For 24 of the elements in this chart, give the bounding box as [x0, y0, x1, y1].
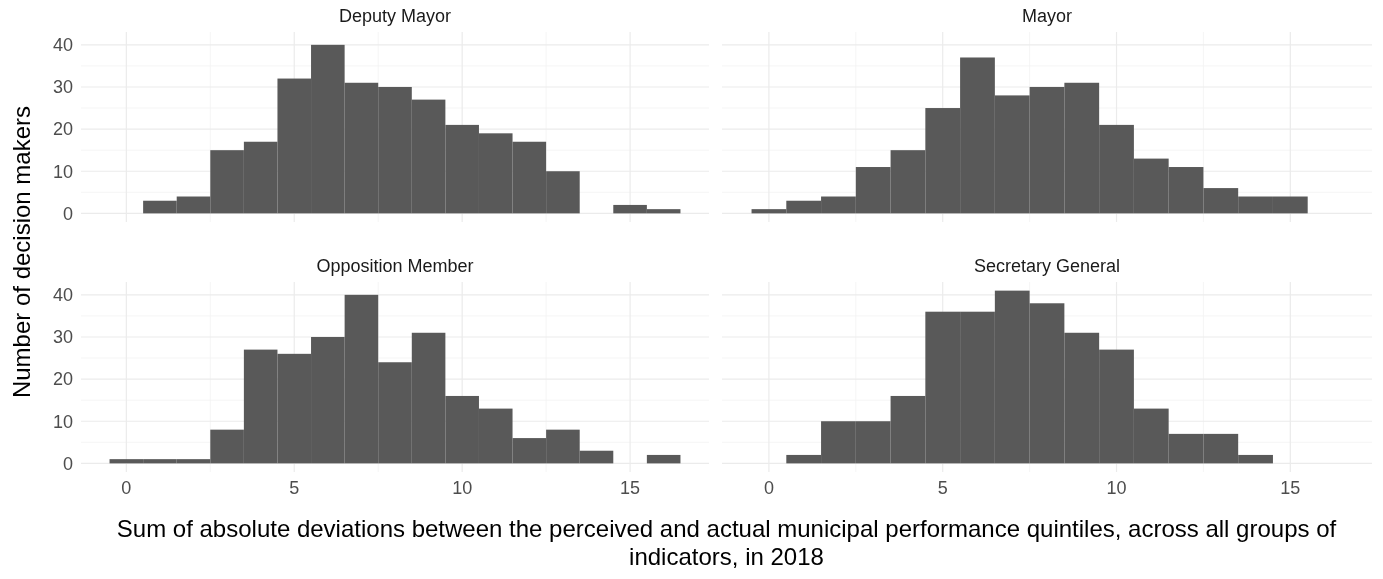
y-tick-label: 30	[52, 327, 73, 348]
x-tick-label: 10	[452, 478, 473, 498]
chart-title: Opposition Member	[316, 256, 474, 276]
x-tick-label: 15	[1280, 478, 1301, 498]
y-tick-label: 0	[62, 453, 73, 474]
y-tick-label: 0	[62, 203, 73, 224]
y-tick-label: 40	[52, 35, 73, 56]
x-tick-label: 0	[121, 478, 132, 498]
y-tick-label: 30	[52, 77, 73, 98]
chart-title: Mayor	[1021, 6, 1073, 26]
x-tick-label: 0	[763, 478, 774, 498]
x-tick-label: 5	[289, 478, 300, 498]
y-axis-title: Number of decision makers	[8, 105, 35, 399]
y-tick-label: 10	[52, 411, 73, 432]
y-tick-label: 10	[52, 161, 73, 182]
x-tick-label: 5	[937, 478, 948, 498]
y-tick-label: 20	[52, 119, 73, 140]
y-tick-label: 40	[52, 285, 73, 306]
chart-title: Deputy Mayor	[338, 6, 452, 26]
x-axis-title: Sum of absolute deviations between the perceived and actual municipal performance quintiles, across all groups of indicators, in 2018	[116, 515, 1337, 570]
x-tick-label: 15	[620, 478, 641, 498]
y-tick-label: 20	[52, 369, 73, 390]
chart-title: Secretary General	[973, 256, 1121, 276]
x-tick-label: 10	[1106, 478, 1127, 498]
